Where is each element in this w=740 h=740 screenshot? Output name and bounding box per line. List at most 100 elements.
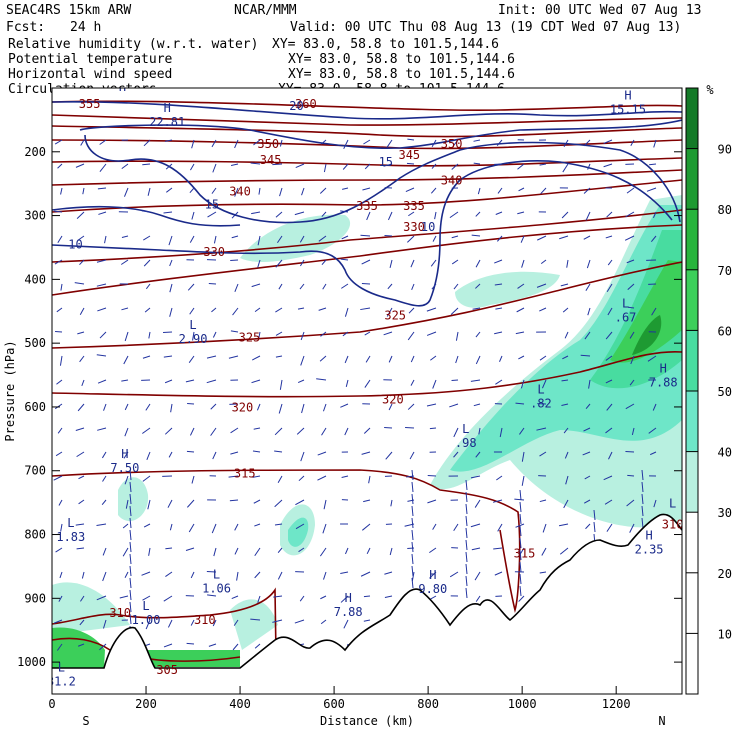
terrain-underground xyxy=(52,514,682,694)
x-tick-label: 600 xyxy=(323,697,345,711)
vector-arrow xyxy=(607,307,613,316)
vector-arrow xyxy=(606,211,613,218)
vector-arrow xyxy=(189,187,195,194)
vector-arrow xyxy=(584,331,591,340)
theta-line-360 xyxy=(52,100,682,111)
vector-arrow xyxy=(536,283,547,288)
vector-arrow xyxy=(274,427,283,436)
colorbar-label: 80 xyxy=(718,203,732,217)
vector-arrow xyxy=(211,139,217,148)
vector-arrow xyxy=(605,355,613,361)
vector-arrow xyxy=(300,355,305,366)
extremum-value: 1.83 xyxy=(56,530,85,544)
vector-arrow xyxy=(518,547,525,557)
vector-arrow xyxy=(343,619,349,629)
vector-arrow xyxy=(340,403,349,408)
vector-arrow xyxy=(625,211,635,218)
vector-arrow xyxy=(517,283,525,289)
vector-arrow xyxy=(80,139,85,146)
vector-arrow xyxy=(256,403,261,411)
plot-frame xyxy=(51,87,683,695)
vector-arrow xyxy=(277,547,283,554)
vector-arrow xyxy=(60,283,63,291)
colorbar-swatch xyxy=(686,451,698,513)
vector-arrow xyxy=(652,403,657,411)
vector-arrow xyxy=(431,139,437,147)
vector-arrow xyxy=(53,619,63,624)
vector-arrow xyxy=(384,571,393,575)
vector-arrow xyxy=(232,643,239,651)
y-tick-label: 300 xyxy=(24,209,46,223)
vector-arrow xyxy=(340,210,349,213)
vector-arrow xyxy=(429,427,437,430)
y-tick-label: 400 xyxy=(24,272,46,286)
vector-arrow xyxy=(323,499,327,510)
vector-arrow xyxy=(472,307,481,310)
vector-arrow xyxy=(494,283,503,286)
vector-arrow xyxy=(495,307,503,310)
vector-arrow xyxy=(274,450,283,453)
vector-arrow xyxy=(96,595,107,601)
vector-arrow xyxy=(411,541,414,553)
vector-arrow xyxy=(56,643,63,651)
vector-arrow xyxy=(465,551,468,563)
vector-arrow xyxy=(236,571,239,581)
wind-contours xyxy=(52,100,682,307)
theta-label: 325 xyxy=(239,330,261,344)
theta-line-315 xyxy=(52,350,682,398)
vector-arrow xyxy=(432,523,437,530)
vector-arrow xyxy=(411,283,415,291)
vector-arrow xyxy=(274,523,283,526)
vector-arrow xyxy=(518,595,525,602)
distance-axis: 0 200 400 600 800 1000 1200 xyxy=(48,686,631,711)
vector-arrow xyxy=(81,379,85,387)
vector-arrow xyxy=(588,379,591,389)
vector-arrow xyxy=(210,403,217,410)
colorbar-swatch xyxy=(686,391,698,452)
vector-arrow xyxy=(411,577,414,589)
vector-arrow xyxy=(58,499,63,506)
vector-arrow xyxy=(384,426,393,429)
colorbar-swatch xyxy=(686,512,698,573)
vector-arrow xyxy=(99,643,107,651)
rh-plume-n-60 xyxy=(610,260,682,363)
vector-arrow xyxy=(321,259,327,266)
vector-arrow xyxy=(257,259,261,268)
vector-arrow xyxy=(101,451,107,459)
theta-label: 320 xyxy=(382,392,404,406)
vector-arrow xyxy=(360,234,371,237)
colorbar-label: 60 xyxy=(718,324,732,338)
vector-arrow xyxy=(426,331,437,336)
vector-arrow xyxy=(145,283,151,290)
vector-arrow xyxy=(451,235,459,239)
vector-arrow xyxy=(103,403,107,411)
vector-arrow xyxy=(583,499,591,504)
vector-arrow xyxy=(77,331,85,335)
vector-arrow xyxy=(56,379,63,385)
extremum-value: 1.06 xyxy=(202,582,231,596)
vector-arrow xyxy=(519,585,522,597)
vector-arrow xyxy=(583,187,591,194)
vector-arrow xyxy=(129,589,132,601)
vector-arrow xyxy=(455,355,459,364)
vector-arrow xyxy=(254,307,261,313)
vector-arrow xyxy=(211,523,217,534)
vector-arrow xyxy=(104,235,107,244)
vector-arrow xyxy=(74,282,85,285)
vector-arrow xyxy=(191,211,195,220)
extremum-value: 31.2 xyxy=(47,675,76,689)
vector-arrow xyxy=(565,475,569,485)
vector-arrow xyxy=(190,571,195,579)
vector-arrow xyxy=(318,235,327,242)
extremum-marker: H xyxy=(429,568,436,582)
vector-arrow xyxy=(76,211,85,219)
theta-line-300 xyxy=(52,637,111,651)
vector-arrow xyxy=(603,139,613,144)
x-axis-label: Distance (km) xyxy=(320,714,414,728)
vector-arrow xyxy=(230,451,239,455)
vector-arrow xyxy=(185,379,195,383)
vector-arrow xyxy=(495,211,503,215)
vector-arrow xyxy=(626,499,635,507)
vector-arrow xyxy=(77,643,85,647)
